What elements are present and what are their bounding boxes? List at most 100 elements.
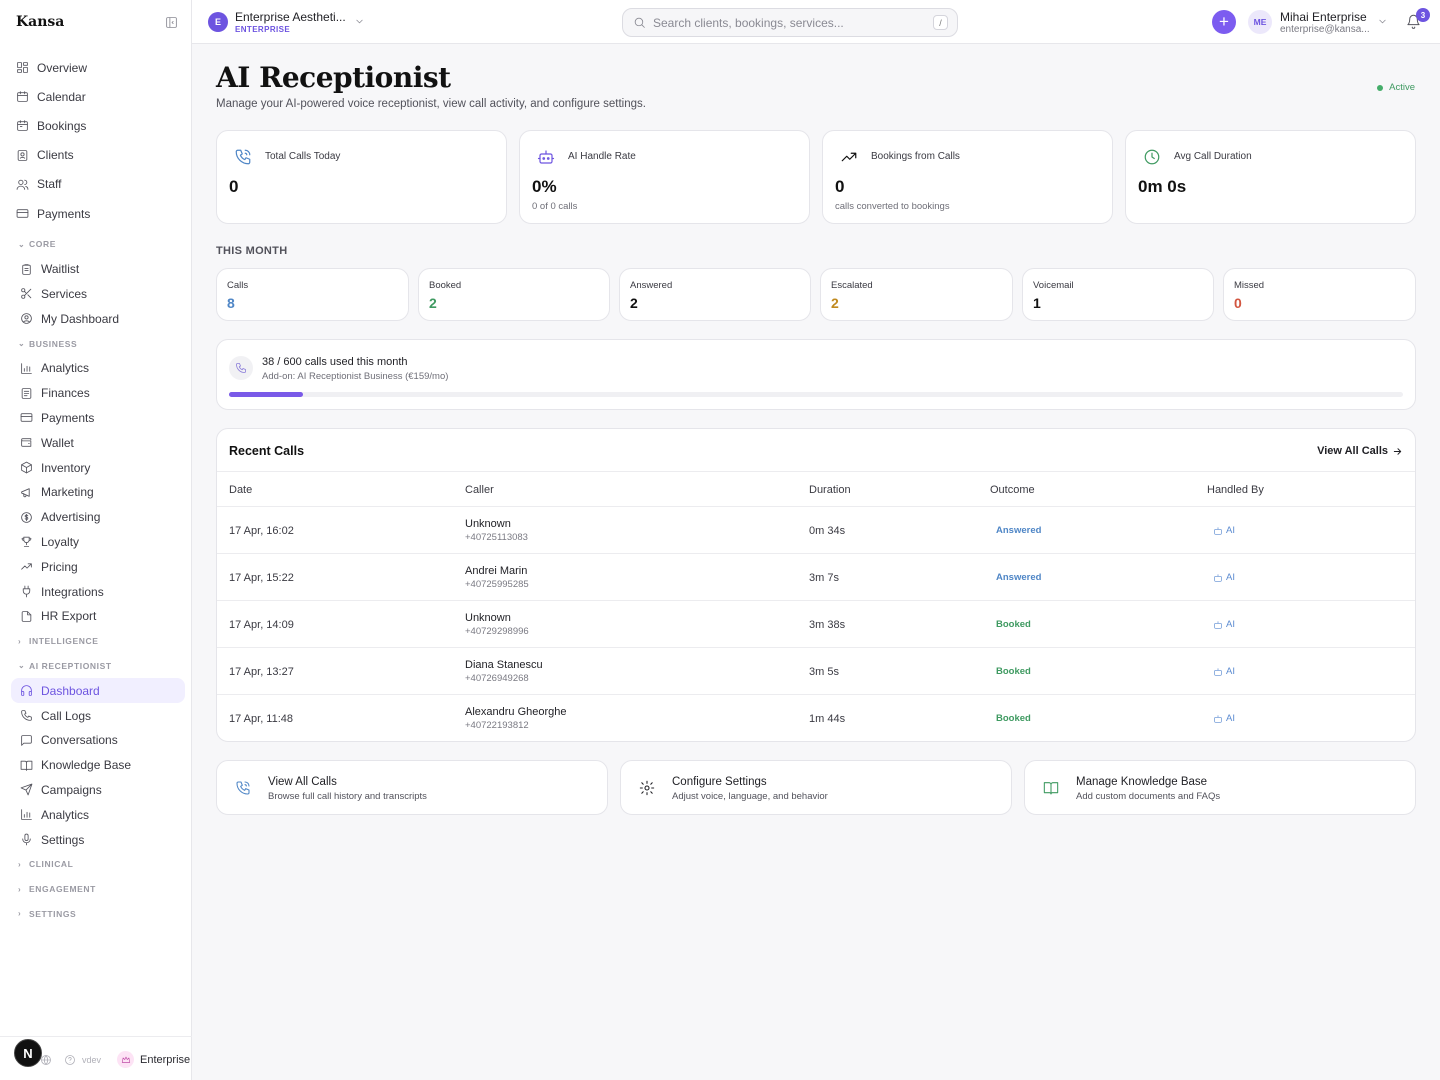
sidebar-item-calendar[interactable]: Calendar bbox=[0, 82, 192, 111]
dev-badge[interactable]: N bbox=[14, 1039, 42, 1067]
sidebar-item-label: Campaigns bbox=[41, 782, 102, 797]
sidebar-item-clients[interactable]: Clients bbox=[0, 141, 192, 170]
bell-icon[interactable] bbox=[1406, 14, 1421, 29]
sidebar-item-finances[interactable]: Finances bbox=[0, 381, 192, 406]
stat-label: Answered bbox=[630, 280, 673, 291]
sidebar-item-my-dashboard[interactable]: My Dashboard bbox=[0, 306, 192, 331]
scissors-icon bbox=[21, 288, 32, 300]
section-engagement[interactable]: › ENGAGEMENT bbox=[0, 877, 192, 902]
sidebar-footer bbox=[0, 1036, 192, 1080]
sidebar-item-ai-dashboard[interactable]: Dashboard bbox=[11, 678, 185, 704]
table-row[interactable]: 17 Apr, 16:02 Unknown +40725113083 0m 34… bbox=[217, 507, 1415, 554]
manage-knowledge-base-action[interactable]: Manage Knowledge Base Add custom documen… bbox=[1024, 760, 1416, 815]
sidebar-item-label: Payments bbox=[41, 410, 95, 425]
chevron-down-icon[interactable] bbox=[354, 16, 365, 27]
org-avatar[interactable]: E bbox=[208, 12, 228, 32]
search-shortcut: / bbox=[933, 15, 948, 30]
sidebar-item-call-logs[interactable]: Call Logs bbox=[0, 703, 192, 728]
sidebar-item-hr-export[interactable]: HR Export bbox=[0, 604, 192, 629]
chevron-down-icon[interactable] bbox=[1377, 16, 1388, 27]
caller-phone: +40725113083 bbox=[465, 532, 528, 543]
column-header[interactable]: Date bbox=[229, 484, 253, 496]
section-clinical[interactable]: › CLINICAL bbox=[0, 852, 192, 877]
sidebar-item-ai-analytics[interactable]: Analytics bbox=[0, 802, 192, 827]
section-core[interactable]: ⌄ CORE bbox=[0, 232, 192, 257]
sidebar-nav-top: Overview Calendar Bookings Clients Staff… bbox=[0, 53, 192, 228]
sidebar-item-payments-business[interactable]: Payments bbox=[0, 406, 192, 431]
sidebar: Kansa Overview Calendar Bookings Clients… bbox=[0, 0, 192, 1080]
sidebar-item-payments[interactable]: Payments bbox=[0, 199, 192, 228]
usage-text: 38 / 600 calls used this month bbox=[262, 356, 408, 368]
view-all-calls-link[interactable]: View All Calls bbox=[1317, 445, 1403, 457]
bot-icon bbox=[1214, 714, 1222, 723]
stat-label: Booked bbox=[429, 280, 462, 291]
column-header[interactable]: Duration bbox=[809, 484, 851, 496]
search-input[interactable]: Search clients, bookings, services... / bbox=[622, 8, 958, 37]
sidebar-item-knowledge-base[interactable]: Knowledge Base bbox=[0, 753, 192, 778]
sidebar-item-overview[interactable]: Overview bbox=[0, 53, 192, 82]
sidebar-item-campaigns[interactable]: Campaigns bbox=[0, 778, 192, 803]
call-duration: 3m 7s bbox=[809, 572, 839, 584]
section-ai-receptionist[interactable]: ⌄ AI RECEPTIONIST bbox=[0, 654, 192, 679]
sidebar-item-waitlist[interactable]: Waitlist bbox=[0, 257, 192, 282]
sidebar-item-marketing[interactable]: Marketing bbox=[0, 480, 192, 505]
sidebar-item-services[interactable]: Services bbox=[0, 282, 192, 307]
recent-calls-title: Recent Calls bbox=[229, 444, 305, 458]
table-row[interactable]: 17 Apr, 13:27 Diana Stanescu +4072694926… bbox=[217, 648, 1415, 695]
add-button[interactable]: + bbox=[1212, 10, 1236, 34]
sidebar-item-ai-settings[interactable]: Settings bbox=[0, 827, 192, 852]
table-row[interactable]: 17 Apr, 15:22 Andrei Marin +40725995285 … bbox=[217, 554, 1415, 601]
page-title: AI Receptionist bbox=[216, 61, 451, 94]
caller-phone: +40729298996 bbox=[465, 626, 529, 637]
sidebar-item-loyalty[interactable]: Loyalty bbox=[0, 530, 192, 555]
outcome-badge: Booked bbox=[996, 619, 1031, 630]
status-dot bbox=[1377, 84, 1384, 91]
help-icon[interactable] bbox=[64, 1054, 76, 1066]
sidebar-item-inventory[interactable]: Inventory bbox=[0, 455, 192, 480]
sidebar-item-label: Overview bbox=[37, 60, 88, 75]
section-business[interactable]: ⌄ BUSINESS bbox=[0, 331, 192, 356]
table-row[interactable]: 17 Apr, 11:48 Alexandru Gheorghe +407221… bbox=[217, 695, 1415, 741]
section-settings[interactable]: › SETTINGS bbox=[0, 902, 192, 927]
action-subtitle: Browse full call history and transcripts bbox=[268, 791, 427, 802]
column-header[interactable]: Caller bbox=[465, 484, 494, 496]
view-all-calls-action[interactable]: View All Calls Browse full call history … bbox=[216, 760, 608, 815]
caller-phone: +40726949268 bbox=[465, 673, 529, 684]
sidebar-collapse-icon[interactable] bbox=[165, 16, 178, 29]
section-intelligence[interactable]: › INTELLIGENCE bbox=[0, 629, 192, 654]
sidebar-item-label: Calendar bbox=[37, 89, 86, 104]
sidebar-item-bookings[interactable]: Bookings bbox=[0, 111, 192, 140]
caller-name: Andrei Marin bbox=[465, 565, 528, 577]
sidebar-item-label: Integrations bbox=[41, 584, 104, 599]
action-title: View All Calls bbox=[268, 776, 337, 788]
handled-label: AI bbox=[1226, 666, 1235, 677]
kpi-value: 0 bbox=[835, 177, 845, 196]
sidebar-item-integrations[interactable]: Integrations bbox=[0, 579, 192, 604]
sidebar-item-label: Bookings bbox=[37, 118, 87, 133]
sidebar-item-label: Analytics bbox=[41, 807, 90, 822]
sidebar-item-label: Staff bbox=[37, 177, 62, 192]
column-header[interactable]: Outcome bbox=[990, 484, 1035, 496]
sidebar-item-wallet[interactable]: Wallet bbox=[0, 430, 192, 455]
user-avatar[interactable]: ME bbox=[1248, 10, 1272, 34]
org-name[interactable]: Enterprise Aestheti... bbox=[235, 10, 346, 24]
stat-value: 0 bbox=[1234, 295, 1242, 311]
caller-name: Diana Stanescu bbox=[465, 659, 543, 671]
user-name[interactable]: Mihai Enterprise bbox=[1280, 10, 1367, 24]
sidebar-item-advertising[interactable]: Advertising bbox=[0, 505, 192, 530]
sidebar-item-analytics[interactable]: Analytics bbox=[0, 356, 192, 381]
sidebar-item-conversations[interactable]: Conversations bbox=[0, 728, 192, 753]
action-subtitle: Adjust voice, language, and behavior bbox=[672, 791, 828, 802]
bar-chart-icon bbox=[21, 809, 32, 821]
action-title: Configure Settings bbox=[672, 776, 767, 788]
sidebar-item-pricing[interactable]: Pricing bbox=[0, 554, 192, 579]
globe-icon[interactable] bbox=[40, 1054, 52, 1066]
column-header[interactable]: Handled By bbox=[1207, 484, 1264, 496]
configure-settings-action[interactable]: Configure Settings Adjust voice, languag… bbox=[620, 760, 1012, 815]
outcome-badge: Answered bbox=[996, 525, 1042, 536]
stat-value: 8 bbox=[227, 295, 235, 311]
table-row[interactable]: 17 Apr, 14:09 Unknown +40729298996 3m 38… bbox=[217, 601, 1415, 648]
sidebar-item-staff[interactable]: Staff bbox=[0, 170, 192, 199]
plan-badge[interactable]: Enterprise bbox=[117, 1051, 190, 1068]
caller-phone: +40722193812 bbox=[465, 720, 529, 731]
